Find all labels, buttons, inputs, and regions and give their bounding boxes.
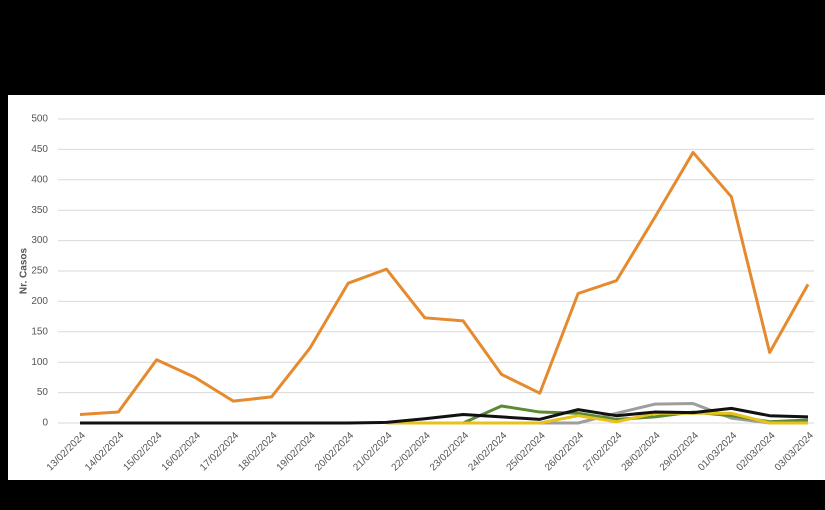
series-line <box>386 411 808 425</box>
series-line <box>79 150 810 416</box>
y-tick-label: 50 <box>37 387 49 398</box>
y-axis-label: Nr. Casos <box>19 247 30 294</box>
y-tick-label: 100 <box>31 357 48 368</box>
y-tick-label: 300 <box>31 235 48 246</box>
y-tick-label: 200 <box>31 296 48 307</box>
y-tick-label: 500 <box>31 114 48 125</box>
y-tick-label: 150 <box>31 326 48 337</box>
y-tick-label: 250 <box>31 266 48 277</box>
y-tick-label: 0 <box>42 418 48 429</box>
y-tick-label: 350 <box>31 205 48 216</box>
y-tick-label: 450 <box>31 144 48 155</box>
y-tick-label: 400 <box>31 174 48 185</box>
series-line <box>80 406 809 425</box>
